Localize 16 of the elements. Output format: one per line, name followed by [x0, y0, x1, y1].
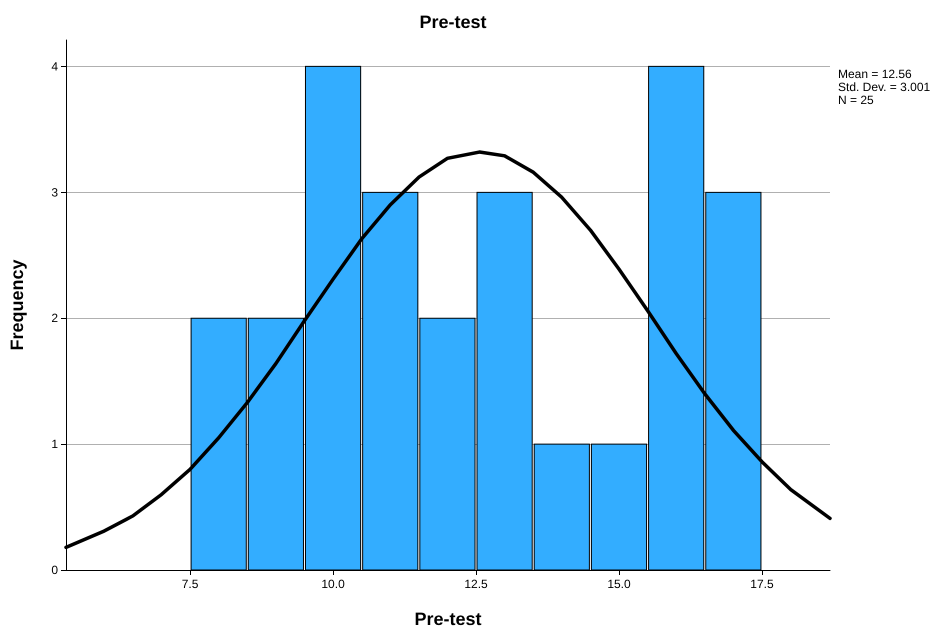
- x-tick-label: 15.0: [607, 577, 631, 591]
- x-tick-label: 10.0: [321, 577, 346, 591]
- y-axis-title: Frequency: [7, 259, 27, 351]
- x-tick-label: 7.5: [182, 577, 199, 591]
- x-tick-label: 12.5: [464, 577, 488, 591]
- y-tick-label: 0: [51, 563, 58, 577]
- y-tick-label: 1: [51, 437, 58, 452]
- y-tick-label: 3: [51, 185, 58, 200]
- y-tick-label: 4: [51, 59, 58, 74]
- text: N = 25: [838, 93, 874, 107]
- x-axis-title: Pre-test: [414, 609, 482, 629]
- text: Std. Dev. = 3.001: [838, 80, 930, 94]
- x-tick-label: 17.5: [750, 577, 774, 591]
- chart-title: Pre-test: [419, 12, 487, 32]
- y-tick-label: 2: [51, 311, 58, 326]
- text: Mean = 12.56: [838, 67, 912, 81]
